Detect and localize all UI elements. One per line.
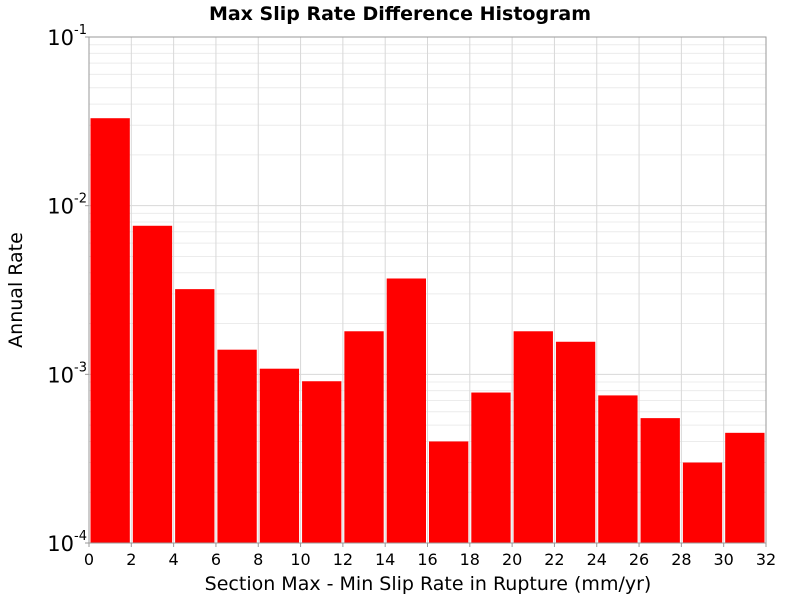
x-axis-ticks: 0 2 4 6 8 10 12 14 16 18 20 22 24 26 28 30 32 [84, 543, 776, 569]
histogram-bar [471, 392, 511, 543]
x-tick-label: 30 [714, 550, 734, 569]
x-tick-label: 6 [211, 550, 221, 569]
histogram-bar [640, 418, 680, 543]
x-tick-label: 10 [290, 550, 310, 569]
chart-title: Max Slip Rate Difference Histogram [209, 3, 591, 25]
histogram-bar [386, 278, 426, 543]
x-tick-label: 32 [756, 550, 776, 569]
x-tick-label: 24 [587, 550, 607, 569]
y-tick-label-base: 10 [47, 363, 74, 387]
y-tick-label-base: 10 [47, 532, 74, 556]
x-tick-label: 12 [333, 550, 353, 569]
x-tick-label: 4 [169, 550, 179, 569]
histogram-bar [175, 289, 215, 543]
x-tick-label: 28 [671, 550, 691, 569]
histogram-bar [598, 395, 638, 543]
histogram-bar [725, 432, 765, 543]
x-axis-label: Section Max - Min Slip Rate in Rupture (… [205, 573, 652, 595]
histogram-bar [217, 349, 257, 543]
y-tick-label-exponent: -4 [74, 529, 87, 544]
x-tick-label: 18 [460, 550, 480, 569]
histogram-bar [302, 381, 342, 543]
y-tick-label-exponent: -3 [74, 360, 87, 375]
x-tick-label: 8 [253, 550, 263, 569]
y-axis-ticks: 10-410-310-210-1 [47, 23, 89, 556]
histogram-bar [90, 118, 130, 544]
x-tick-label: 26 [629, 550, 649, 569]
x-tick-label: 0 [84, 550, 94, 569]
y-tick-label-base: 10 [47, 195, 74, 219]
histogram-bar [259, 368, 300, 543]
histogram-bar [555, 341, 596, 543]
y-tick-label-base: 10 [47, 26, 74, 50]
x-tick-label: 14 [375, 550, 395, 569]
y-tick-label-exponent: -1 [74, 23, 87, 38]
x-tick-label: 2 [126, 550, 136, 569]
histogram-bar [682, 462, 723, 543]
x-tick-label: 20 [502, 550, 522, 569]
x-tick-label: 16 [417, 550, 437, 569]
histogram-bar [344, 331, 384, 543]
histogram-bar [513, 331, 553, 543]
histogram-bar [429, 441, 469, 543]
y-axis-label: Annual Rate [5, 232, 27, 348]
y-tick-label-exponent: -2 [74, 192, 87, 207]
bars-group [90, 118, 765, 544]
x-tick-label: 22 [544, 550, 564, 569]
histogram-bar [132, 225, 173, 543]
